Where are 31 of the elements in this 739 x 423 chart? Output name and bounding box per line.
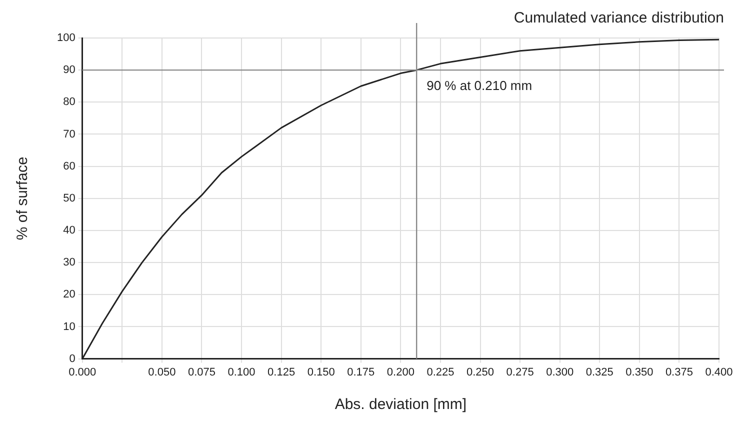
y-tick-label: 20 bbox=[63, 288, 76, 301]
y-tick-label: 100 bbox=[56, 32, 76, 44]
y-tick-label: 80 bbox=[63, 96, 76, 108]
x-tick-label: 0.225 bbox=[426, 366, 454, 378]
y-tick-label: 90 bbox=[63, 64, 76, 76]
x-tick-label: 0.300 bbox=[546, 366, 574, 378]
y-tick-label: 50 bbox=[63, 192, 76, 204]
y-tick-label: 10 bbox=[63, 320, 76, 333]
x-tick-label: 0.275 bbox=[506, 366, 534, 378]
x-tick-label: 0.050 bbox=[148, 366, 176, 378]
x-tick-label: 0.100 bbox=[228, 366, 256, 378]
x-tick-label: 0.000 bbox=[68, 366, 96, 378]
x-tick-label: 0.375 bbox=[665, 366, 693, 378]
x-tick-label: 0.075 bbox=[188, 366, 216, 378]
x-tick-label: 0.200 bbox=[386, 366, 414, 378]
x-axis-title: Abs. deviation [mm] bbox=[334, 396, 467, 414]
y-axis-title: % of surface bbox=[14, 156, 32, 240]
x-tick-label: 0.325 bbox=[586, 366, 614, 378]
x-tick-label: 0.150 bbox=[307, 366, 335, 378]
x-tick-label: 0.175 bbox=[347, 366, 375, 378]
y-tick-label: 40 bbox=[63, 224, 76, 237]
y-tick-label: 70 bbox=[63, 128, 76, 140]
x-tick-label: 0.250 bbox=[466, 366, 494, 378]
annotation: 90 % at 0.210 mm bbox=[426, 78, 532, 94]
x-tick-label: 0.350 bbox=[626, 366, 654, 378]
x-tick-label: 0.125 bbox=[268, 366, 296, 378]
chart-title: Cumulated variance distribution bbox=[514, 10, 724, 27]
y-tick-label: 60 bbox=[63, 160, 76, 172]
y-tick-label: 30 bbox=[63, 256, 76, 269]
x-tick-label: 0.400 bbox=[705, 366, 733, 378]
y-tick-label: 0 bbox=[69, 352, 76, 365]
